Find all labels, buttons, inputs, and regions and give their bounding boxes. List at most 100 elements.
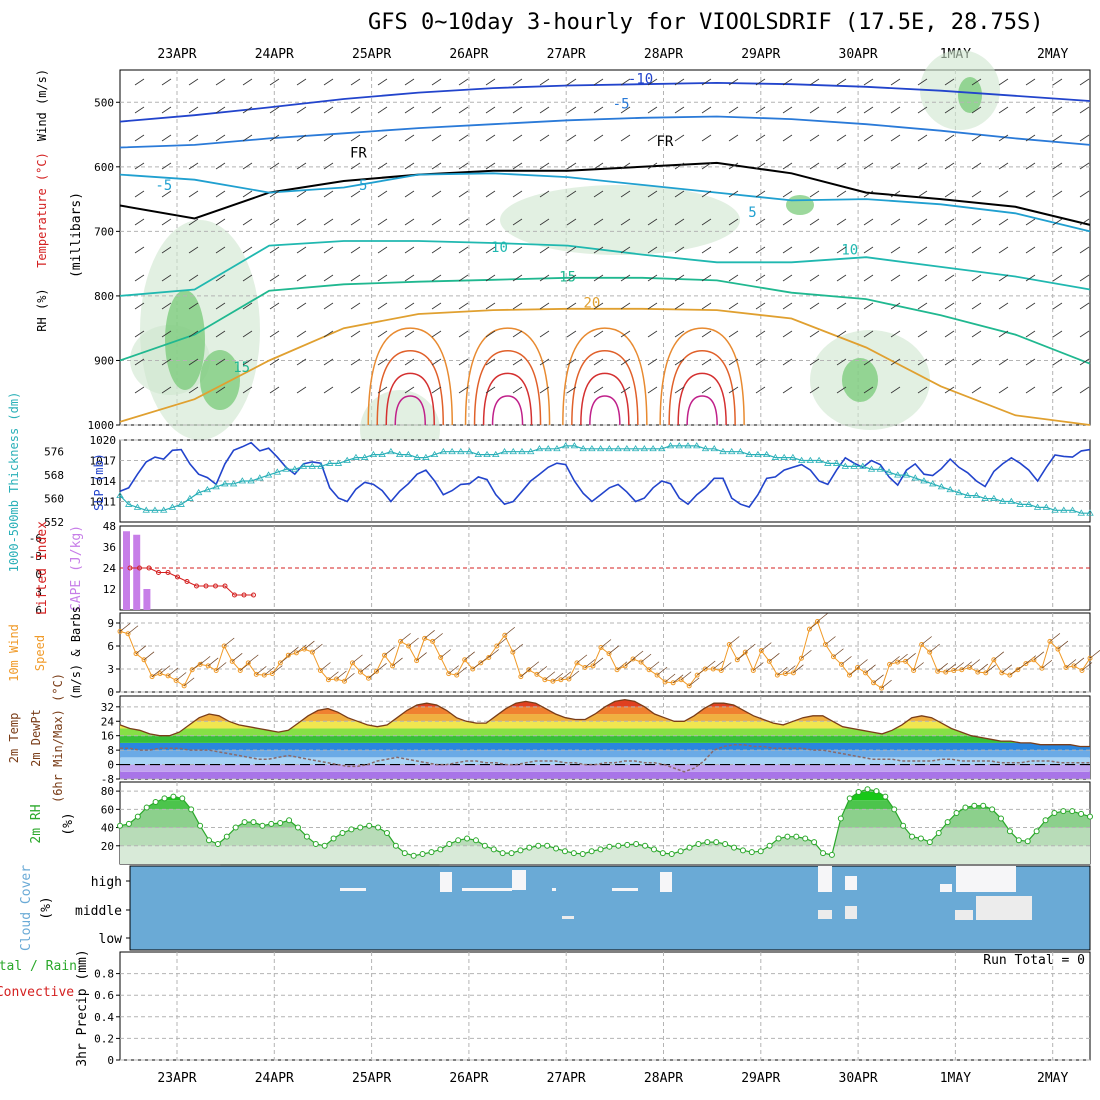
wind-barb — [971, 358, 982, 366]
wind-barb — [755, 106, 766, 114]
wind-barb — [539, 246, 550, 254]
wind-tick-label: 6 — [107, 640, 114, 653]
warm-arch-contour — [668, 350, 736, 426]
warm-arch-contour — [464, 327, 551, 426]
rh-shading-dark — [200, 350, 240, 410]
wind-barb — [917, 162, 928, 170]
temperature-contour — [119, 81, 1091, 123]
wind-barb — [377, 106, 388, 114]
wind-barb — [512, 643, 524, 653]
wind-barb — [496, 637, 507, 647]
wind-barb — [890, 162, 901, 170]
thickness-point — [369, 450, 378, 458]
thickness-point — [693, 442, 701, 449]
wind10m-speed-label: Speed — [33, 635, 47, 671]
wind-barb — [1025, 246, 1036, 254]
wind-barb — [539, 274, 550, 282]
wind-barb — [323, 302, 334, 310]
wind-barb — [566, 302, 577, 310]
wind-barb — [458, 190, 469, 198]
wind-barb — [376, 663, 387, 672]
wind-barb — [232, 653, 243, 662]
wind-speed-point — [654, 672, 660, 678]
wind-barb — [755, 274, 766, 282]
rh-point — [455, 837, 462, 844]
wind-barb — [809, 162, 820, 170]
wind-speed-point — [422, 635, 428, 641]
wind-barb — [656, 666, 668, 676]
wind-barb — [1025, 78, 1036, 86]
wind-speed-point — [486, 655, 492, 660]
wind-barb — [215, 330, 226, 338]
wind-speed-point — [542, 677, 548, 683]
wind-barb — [215, 302, 226, 310]
thickness-point — [588, 445, 596, 452]
wind-barb — [159, 665, 171, 674]
wind-barb — [998, 134, 1009, 142]
thickness-point — [116, 491, 124, 499]
wind-barb — [207, 657, 219, 667]
rh-shading-dark — [165, 290, 205, 390]
rh-point — [882, 793, 889, 800]
thickness-point — [1033, 503, 1042, 510]
rh-point — [277, 820, 284, 826]
rh-point — [570, 850, 577, 857]
wind-barb — [360, 663, 371, 673]
thickness-point — [867, 465, 876, 472]
rh-point — [223, 833, 230, 840]
wind-barb — [512, 162, 523, 170]
wind-speed-point — [430, 638, 436, 644]
precip-convective-label: Convective — [0, 985, 74, 1000]
wind-barb — [728, 134, 739, 142]
wind-speed-point — [1023, 661, 1029, 667]
wind-barb — [620, 246, 631, 254]
wind-barb — [674, 386, 685, 394]
warm-arch-contour — [580, 372, 630, 426]
wind-barb — [323, 218, 334, 226]
date-label-top: 26APR — [449, 47, 488, 62]
rh-point — [793, 833, 800, 840]
lifted-index-point — [146, 565, 152, 571]
wind-barb — [836, 330, 847, 338]
wind-speed-point — [911, 668, 917, 674]
rh-point — [499, 850, 506, 857]
wind-barb — [323, 358, 334, 366]
wind-barb — [458, 218, 469, 226]
thickness-point — [1068, 506, 1077, 513]
wind-barb — [809, 302, 820, 310]
contour-label: -5 — [155, 178, 172, 194]
wind-barb — [944, 358, 955, 366]
wind-barb — [836, 106, 847, 114]
thickness-point — [605, 445, 614, 452]
wind-speed-point — [967, 664, 973, 670]
wind-barb — [377, 386, 388, 394]
date-label-top: 24APR — [255, 47, 294, 62]
rh-point — [197, 822, 204, 829]
thickness-point — [972, 491, 981, 499]
wind-barb — [188, 218, 199, 226]
wind-barb — [404, 190, 415, 198]
wind-barb — [616, 661, 628, 671]
rh-point — [624, 841, 631, 848]
wind-barb — [782, 106, 793, 114]
wind-barb — [1079, 78, 1090, 86]
wind-barb — [1041, 659, 1053, 669]
thickness-point — [701, 445, 710, 452]
thickness-point — [920, 477, 928, 484]
wind-barb — [647, 78, 658, 86]
wind-barb — [620, 106, 631, 114]
wind-speed-point — [630, 656, 636, 662]
thickness-point — [640, 445, 649, 452]
rh-point — [392, 842, 399, 849]
wind-barb — [998, 218, 1009, 226]
wind-barb — [701, 274, 712, 282]
wind-barb — [536, 666, 548, 675]
wind-speed-point — [1087, 655, 1093, 661]
wind-barb — [377, 330, 388, 338]
wind-barb — [755, 190, 766, 198]
wind-barb — [242, 274, 253, 282]
temperature-contour — [119, 161, 1091, 226]
wind-barb — [215, 246, 226, 254]
wind-barb — [350, 106, 361, 114]
rh-point — [1042, 817, 1049, 824]
